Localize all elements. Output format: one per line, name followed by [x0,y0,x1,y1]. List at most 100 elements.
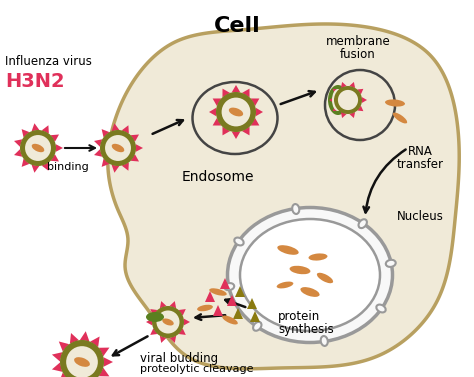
Polygon shape [32,123,39,131]
Polygon shape [14,149,22,157]
Ellipse shape [317,273,333,283]
Ellipse shape [290,266,310,274]
Ellipse shape [146,312,164,322]
Text: Nucleus: Nucleus [397,210,444,223]
Polygon shape [232,85,240,92]
Ellipse shape [224,283,234,290]
Polygon shape [357,106,364,111]
Circle shape [105,135,131,161]
Polygon shape [357,89,364,95]
Circle shape [152,306,184,338]
Polygon shape [329,97,334,103]
Ellipse shape [197,305,213,311]
Polygon shape [170,301,176,308]
Polygon shape [179,309,186,316]
Ellipse shape [240,219,380,331]
Text: fusion: fusion [340,48,376,61]
Text: protein: protein [278,310,320,323]
Circle shape [60,340,104,377]
Ellipse shape [32,144,44,152]
Text: synthesis: synthesis [278,323,334,336]
Circle shape [338,90,358,110]
Text: Influenza virus: Influenza virus [5,55,92,68]
Polygon shape [341,82,346,88]
Circle shape [216,92,256,132]
Ellipse shape [277,282,293,288]
Polygon shape [160,336,166,343]
Ellipse shape [328,85,348,115]
Circle shape [156,311,180,334]
Ellipse shape [301,287,319,297]
Polygon shape [213,98,221,106]
Polygon shape [32,165,39,173]
Polygon shape [111,123,119,131]
Circle shape [20,130,56,166]
Polygon shape [101,129,109,137]
Ellipse shape [210,288,227,296]
Polygon shape [222,89,230,97]
Polygon shape [52,352,62,362]
Polygon shape [349,112,355,118]
Polygon shape [242,89,249,97]
Text: transfer: transfer [396,158,444,171]
Polygon shape [247,298,257,309]
Polygon shape [255,108,263,116]
Text: H3N2: H3N2 [5,72,64,91]
Text: Endosome: Endosome [182,170,254,184]
Polygon shape [51,154,59,161]
Polygon shape [170,336,176,343]
Polygon shape [14,139,22,147]
Polygon shape [209,108,217,116]
Polygon shape [51,135,59,142]
Text: binding: binding [47,162,89,172]
Polygon shape [59,372,69,377]
Polygon shape [80,331,90,341]
Polygon shape [233,308,243,319]
Ellipse shape [292,204,299,214]
Text: RNA: RNA [408,145,432,158]
Polygon shape [146,319,152,325]
Polygon shape [341,112,346,118]
Polygon shape [179,328,186,335]
Ellipse shape [277,245,299,255]
Polygon shape [222,127,230,135]
Polygon shape [122,125,129,134]
Ellipse shape [385,100,405,107]
Ellipse shape [376,305,386,313]
Ellipse shape [229,107,243,116]
Ellipse shape [253,322,262,331]
Ellipse shape [222,316,238,325]
Polygon shape [22,159,29,167]
Ellipse shape [358,219,367,228]
Polygon shape [242,127,249,135]
Polygon shape [131,135,139,142]
Polygon shape [90,337,100,347]
Polygon shape [122,162,129,171]
Polygon shape [150,309,157,316]
Polygon shape [99,368,109,376]
Ellipse shape [309,253,328,261]
Polygon shape [52,362,62,372]
Circle shape [66,346,98,377]
Polygon shape [213,118,221,126]
Polygon shape [111,165,119,173]
Polygon shape [42,162,49,171]
Ellipse shape [192,82,277,154]
Polygon shape [227,295,237,306]
Polygon shape [101,159,109,167]
Polygon shape [131,154,139,161]
Polygon shape [70,333,79,343]
Polygon shape [251,118,259,126]
Polygon shape [108,24,459,369]
Polygon shape [94,139,102,147]
Ellipse shape [321,336,328,346]
Polygon shape [94,149,102,157]
Polygon shape [349,82,355,88]
Ellipse shape [112,144,124,152]
Polygon shape [22,129,29,137]
Polygon shape [362,97,367,103]
Polygon shape [232,132,240,139]
Ellipse shape [234,238,244,245]
Polygon shape [333,106,339,111]
Text: Cell: Cell [214,16,260,36]
